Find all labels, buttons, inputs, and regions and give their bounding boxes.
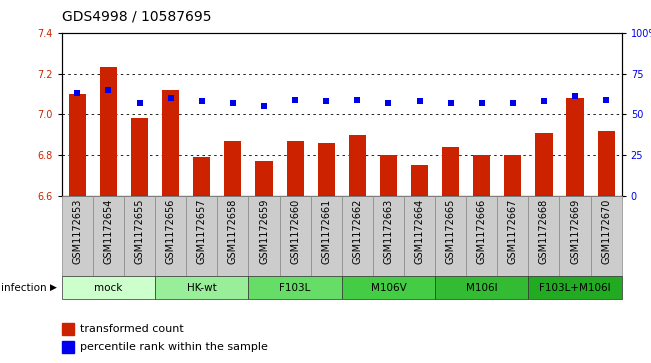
Bar bbox=[349, 135, 366, 196]
Bar bbox=[217, 196, 249, 276]
Bar bbox=[435, 276, 529, 299]
Bar bbox=[279, 196, 311, 276]
Text: GSM1172664: GSM1172664 bbox=[415, 199, 424, 264]
Bar bbox=[100, 68, 117, 196]
Text: transformed count: transformed count bbox=[80, 324, 184, 334]
Bar bbox=[529, 276, 622, 299]
Point bbox=[259, 103, 270, 109]
Bar bbox=[155, 276, 249, 299]
Text: infection: infection bbox=[1, 283, 46, 293]
Text: GSM1172667: GSM1172667 bbox=[508, 199, 518, 264]
Point bbox=[570, 94, 580, 99]
Bar bbox=[131, 118, 148, 196]
Bar bbox=[186, 196, 217, 276]
Text: GSM1172655: GSM1172655 bbox=[135, 199, 145, 264]
Bar bbox=[249, 276, 342, 299]
Bar bbox=[162, 90, 179, 196]
Text: GDS4998 / 10587695: GDS4998 / 10587695 bbox=[62, 9, 212, 23]
Bar bbox=[505, 155, 521, 196]
Bar bbox=[93, 196, 124, 276]
Bar bbox=[566, 98, 583, 196]
Text: GSM1172666: GSM1172666 bbox=[477, 199, 487, 264]
Point bbox=[197, 98, 207, 104]
Bar bbox=[411, 166, 428, 196]
Bar bbox=[124, 196, 155, 276]
Text: GSM1172660: GSM1172660 bbox=[290, 199, 300, 264]
Point bbox=[290, 97, 300, 103]
Text: M106V: M106V bbox=[370, 283, 406, 293]
Bar bbox=[249, 196, 279, 276]
Point bbox=[134, 100, 145, 106]
Text: GSM1172668: GSM1172668 bbox=[539, 199, 549, 264]
Bar bbox=[255, 161, 273, 196]
Text: F103L+M106I: F103L+M106I bbox=[539, 283, 611, 293]
Bar bbox=[404, 196, 435, 276]
Text: GSM1172657: GSM1172657 bbox=[197, 199, 207, 264]
Text: F103L: F103L bbox=[279, 283, 311, 293]
Bar bbox=[155, 196, 186, 276]
Text: ▶: ▶ bbox=[49, 283, 57, 292]
Point bbox=[352, 97, 363, 103]
Text: GSM1172658: GSM1172658 bbox=[228, 199, 238, 264]
Text: HK-wt: HK-wt bbox=[187, 283, 217, 293]
Point bbox=[539, 98, 549, 104]
Point bbox=[228, 100, 238, 106]
Bar bbox=[442, 147, 459, 196]
Text: GSM1172665: GSM1172665 bbox=[446, 199, 456, 264]
Text: GSM1172662: GSM1172662 bbox=[352, 199, 363, 264]
Bar bbox=[342, 276, 435, 299]
Text: M106I: M106I bbox=[466, 283, 497, 293]
Bar bbox=[311, 196, 342, 276]
Bar bbox=[342, 196, 373, 276]
Point bbox=[508, 100, 518, 106]
Point bbox=[601, 97, 611, 103]
Text: GSM1172663: GSM1172663 bbox=[383, 199, 393, 264]
Bar bbox=[193, 157, 210, 196]
Bar bbox=[225, 141, 242, 196]
Point bbox=[165, 95, 176, 101]
Text: GSM1172670: GSM1172670 bbox=[601, 199, 611, 264]
Point bbox=[383, 100, 394, 106]
Point bbox=[445, 100, 456, 106]
Point bbox=[477, 100, 487, 106]
Bar bbox=[373, 196, 404, 276]
Bar bbox=[473, 155, 490, 196]
Text: mock: mock bbox=[94, 283, 122, 293]
Text: GSM1172654: GSM1172654 bbox=[104, 199, 113, 264]
Bar bbox=[466, 196, 497, 276]
Point bbox=[72, 90, 83, 96]
Bar bbox=[69, 94, 86, 196]
Bar bbox=[62, 276, 155, 299]
Point bbox=[104, 87, 114, 93]
Text: percentile rank within the sample: percentile rank within the sample bbox=[80, 342, 268, 352]
Bar bbox=[598, 131, 615, 196]
Bar bbox=[590, 196, 622, 276]
Text: GSM1172656: GSM1172656 bbox=[166, 199, 176, 264]
Bar bbox=[435, 196, 466, 276]
Bar bbox=[62, 323, 74, 335]
Text: GSM1172653: GSM1172653 bbox=[72, 199, 83, 264]
Bar bbox=[559, 196, 590, 276]
Bar bbox=[529, 196, 559, 276]
Bar bbox=[62, 196, 93, 276]
Text: GSM1172669: GSM1172669 bbox=[570, 199, 580, 264]
Text: GSM1172659: GSM1172659 bbox=[259, 199, 269, 264]
Bar bbox=[318, 143, 335, 196]
Bar bbox=[380, 155, 397, 196]
Point bbox=[321, 98, 331, 104]
Bar bbox=[62, 342, 74, 353]
Text: GSM1172661: GSM1172661 bbox=[321, 199, 331, 264]
Point bbox=[414, 98, 424, 104]
Bar bbox=[497, 196, 529, 276]
Bar bbox=[286, 141, 303, 196]
Bar bbox=[535, 133, 553, 196]
